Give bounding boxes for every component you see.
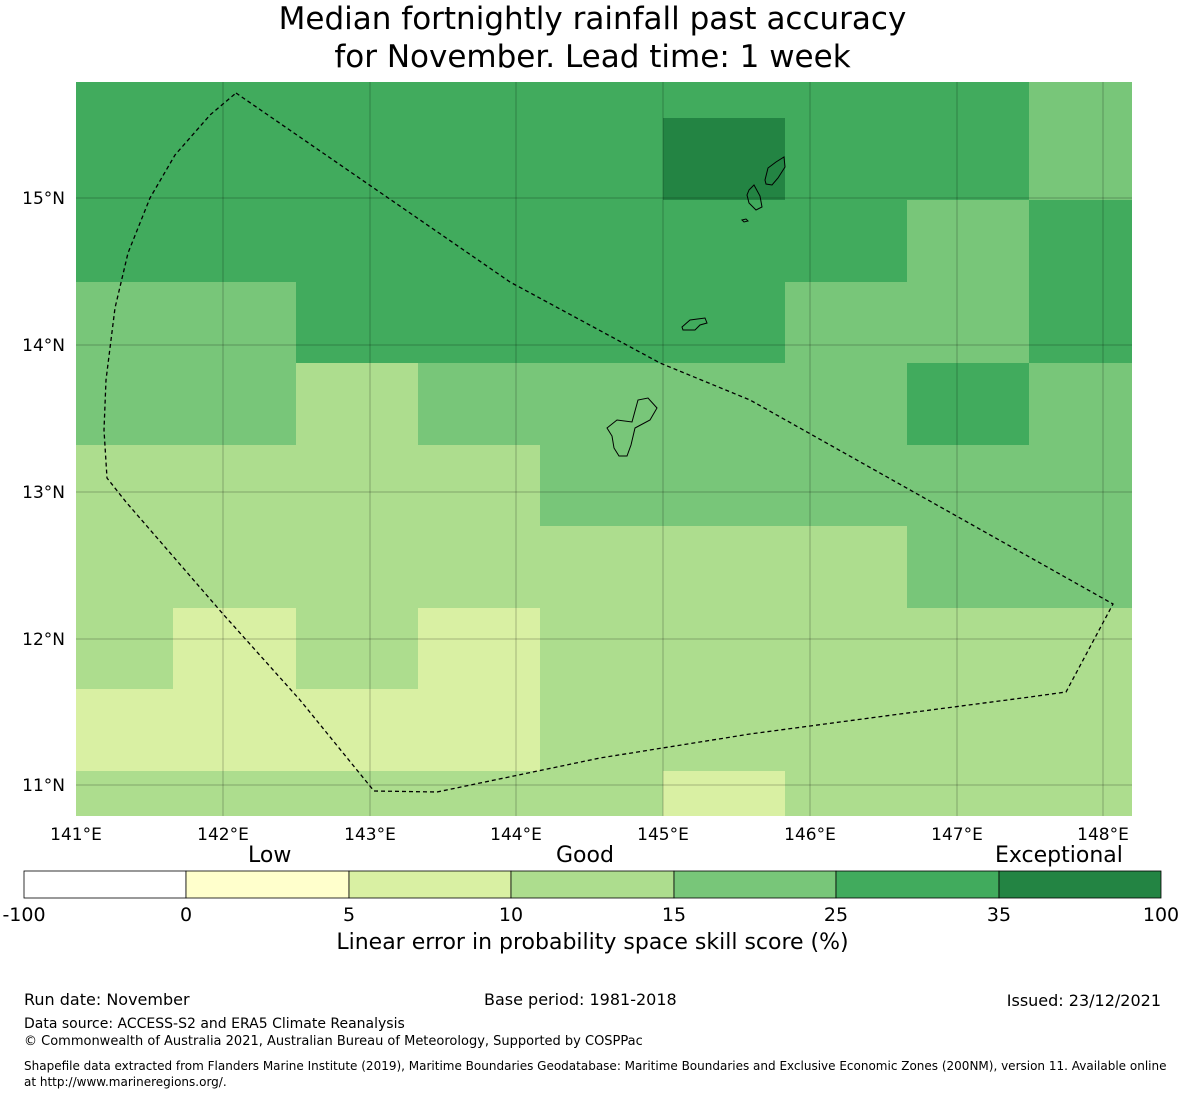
grid-cell [76,118,663,200]
eez-boundary [103,92,1114,793]
colorbar-label: Linear error in probability space skill … [336,930,849,955]
grid-cell [540,445,1132,526]
colorbar-tick-label: 100 [1143,904,1179,926]
island-tinian [746,184,763,211]
copyright: © Commonwealth of Australia 2021, Austra… [24,1034,643,1049]
grid-cell [540,689,1132,771]
colorbar-word-good: Good [556,843,614,868]
longitude-tick-label: 148°E [1077,825,1129,845]
colorbar-tick-label: 5 [343,904,355,926]
colorbar-tick-label: 25 [824,904,848,926]
grid-cell [785,118,1029,200]
grid-cell [1029,200,1132,282]
grid-cell [418,363,907,445]
grid-cell [1029,82,1132,118]
grid-cell [1029,363,1132,445]
longitude-tick-labels: 141°E 142°E 143°E 144°E 145°E 146°E 147°E 148°E [50,825,1129,845]
colorbar-tick-label: -100 [2,904,45,926]
issued-date: Issued: 23/12/2021 [1006,991,1161,1010]
island-saipan [764,156,786,186]
grid-cell [173,608,296,689]
colorbar-tick-label: 15 [662,904,686,926]
longitude-tick-label: 142°E [197,825,249,845]
longitude-tick-label: 143°E [344,825,396,845]
island-rota [681,317,708,331]
grid-cell [76,608,173,689]
chart-title: Median fortnightly rainfall past accurac… [0,0,1185,76]
latitude-tick-labels: 15°N 14°N 13°N 12°N 11°N [22,189,65,796]
base-period: Base period: 1981-2018 [484,990,677,1009]
latitude-tick-label: 15°N [22,189,65,209]
grid-cell [76,282,296,363]
grid-cell [907,363,1029,445]
colorbar-word-low: Low [248,843,292,868]
colorbar-word-exceptional: Exceptional [995,843,1123,868]
island-aguijan [741,218,749,223]
grid-cell [76,526,907,608]
grid-cell [76,771,663,816]
longitude-tick-label: 145°E [637,825,689,845]
grid-cell [1029,282,1132,363]
colorbar-segment [835,870,1000,899]
colorbar-segment [673,870,837,899]
colorbar: -100 0 5 10 15 25 35 100 [2,870,1179,926]
longitude-tick-label: 144°E [490,825,542,845]
grid-cell [76,82,663,118]
lat-lon-gridlines [76,82,1132,816]
latitude-tick-label: 13°N [22,483,65,503]
colorbar-segment [998,870,1162,899]
grid-cell [1029,118,1132,200]
grid-cell [785,282,1029,363]
grid-cell [296,363,418,445]
grid-cell [76,689,540,771]
island-guam [606,397,658,457]
island-outlines [606,156,786,457]
grid-cell [907,200,1029,282]
longitude-tick-label: 147°E [931,825,983,845]
colorbar-tick-label: 0 [180,904,192,926]
shapefile-credit: Shapefile data extracted from Flanders M… [24,1059,1167,1089]
colorbar-segment [510,870,675,899]
data-source: Data source: ACCESS-S2 and ERA5 Climate … [24,1016,405,1032]
colorbar-tick-label: 10 [499,904,523,926]
longitude-tick-label: 146°E [784,825,836,845]
grid-cell [540,608,1132,689]
latitude-tick-label: 12°N [22,630,65,650]
title-line-1: Median fortnightly rainfall past accurac… [278,1,907,37]
colorbar-segment [23,870,187,899]
latitude-tick-label: 11°N [22,776,65,796]
grid-cell [418,608,540,689]
skill-score-grid [76,82,1132,816]
grid-cell [76,445,540,526]
grid-cell [296,608,418,689]
grid-cell [76,200,907,282]
title-line-2: for November. Lead time: 1 week [334,39,851,75]
longitude-tick-label: 141°E [50,825,102,845]
grid-cell [663,771,785,816]
grid-cell [663,118,785,200]
grid-cell [785,771,1132,816]
grid-cell [663,82,1029,118]
grid-cell [296,282,785,363]
latitude-tick-label: 14°N [22,336,65,356]
colorbar-segment [348,870,512,899]
colorbar-tick-label: 35 [987,904,1011,926]
colorbar-segment [185,870,350,899]
grid-cell [907,526,1132,608]
run-date: Run date: November [24,990,190,1009]
grid-cell [76,363,296,445]
